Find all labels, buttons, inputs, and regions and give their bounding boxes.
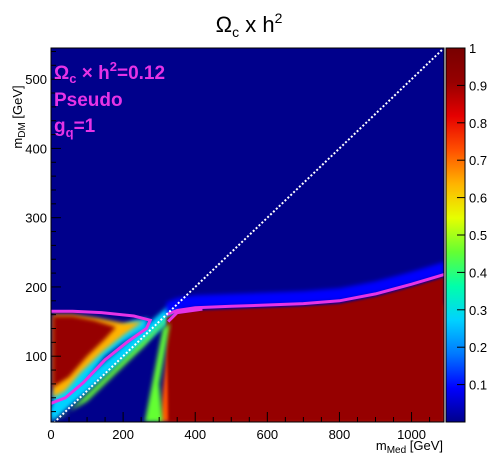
y-tick-label: 100 xyxy=(25,349,47,364)
x-tick-label: 400 xyxy=(184,427,206,442)
funnel-core xyxy=(52,316,116,388)
relic-contour-funnel xyxy=(51,309,153,405)
diagonal-line xyxy=(53,48,444,422)
x-tick-label: 200 xyxy=(112,427,134,442)
overabundant-left-edge xyxy=(144,323,170,422)
chart-title: Ωc x h2 xyxy=(216,10,283,40)
colorbar-tick-label: 1 xyxy=(469,41,476,56)
y-tick-label: 400 xyxy=(25,141,47,156)
annotation-model: Pseudo xyxy=(54,90,123,111)
colorbar-tick-label: 0.5 xyxy=(469,228,487,243)
upper-glow xyxy=(166,262,444,315)
relic-contour-join xyxy=(167,307,203,323)
colorbar-tick-label: 0.3 xyxy=(469,303,487,318)
y-tick-label: 200 xyxy=(25,280,47,295)
y-axis-label: mDM [GeV] xyxy=(10,85,28,148)
y-tick-label: 500 xyxy=(25,72,47,87)
x-tick-label: 1000 xyxy=(397,427,426,442)
plot-area xyxy=(51,48,444,422)
colorbar-tick-label: 0.9 xyxy=(469,78,487,93)
x-axis-label: mMed [GeV] xyxy=(376,438,443,456)
colorbar-tick-label: 0.6 xyxy=(469,191,487,206)
colorbar-tick-label: 0.4 xyxy=(469,265,487,280)
x-tick-label: 0 xyxy=(47,427,54,442)
colorbar-ticks: 0.1 0.2 0.3 0.4 0.5 0.6 0.7 0.8 0.9 1 xyxy=(457,41,487,393)
resonance-band-mid xyxy=(51,314,172,422)
overabundant-region xyxy=(166,277,444,422)
relic-contour-upper xyxy=(165,273,444,317)
x-tick-label: 600 xyxy=(256,427,278,442)
y-tick-label: 300 xyxy=(25,211,47,226)
colorbar-tick-label: 0.1 xyxy=(469,378,487,393)
annotation-coupling: gq=1 xyxy=(54,116,96,140)
colorbar-tick-label: 0.8 xyxy=(469,116,487,131)
x-tick-label: 800 xyxy=(329,427,351,442)
colorbar-tick-label: 0.2 xyxy=(469,340,487,355)
annotation-relic-value: Ωc × h2=0.12 xyxy=(54,59,165,86)
plot-frame xyxy=(50,47,445,423)
y-axis-ticks: 100 200 300 400 500 xyxy=(25,50,61,413)
x-axis-ticks: 0 200 400 600 800 1000 xyxy=(47,412,431,442)
colorbar-tick-label: 0.7 xyxy=(469,153,487,168)
